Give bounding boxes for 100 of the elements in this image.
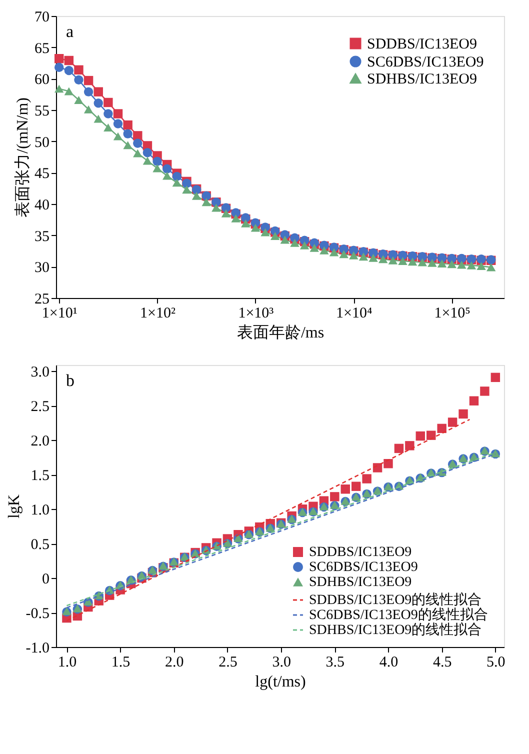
- y-tick-label: 0.5: [30, 537, 50, 554]
- y-tick-label: 70: [34, 10, 50, 26]
- point: [418, 258, 427, 266]
- point: [480, 386, 490, 396]
- point: [394, 444, 404, 454]
- legend-label: SC6DBS/IC13EO9: [367, 54, 484, 70]
- point: [133, 149, 142, 158]
- point: [104, 124, 113, 132]
- point: [152, 164, 162, 172]
- point: [152, 156, 162, 166]
- point: [351, 482, 361, 491]
- x-tick-label: 1×10⁵: [434, 306, 470, 322]
- point: [123, 120, 132, 130]
- point: [54, 84, 64, 93]
- point: [448, 418, 458, 427]
- point: [221, 209, 231, 218]
- point: [358, 252, 368, 261]
- point: [457, 260, 466, 269]
- point: [94, 98, 103, 108]
- x-tick-label: 4.0: [379, 654, 398, 670]
- point: [388, 256, 398, 264]
- point: [476, 262, 486, 270]
- x-tick-label: 2.0: [165, 654, 184, 670]
- point: [368, 254, 378, 262]
- y-tick-label: 2.5: [30, 399, 50, 416]
- y-tick-label: -0.5: [26, 606, 50, 622]
- y-tick-label: 60: [34, 72, 50, 88]
- x-axis-title: lg(t/ms): [255, 674, 306, 690]
- annotation: b: [66, 371, 74, 390]
- y-tick-label: 1.0: [30, 502, 50, 519]
- point: [212, 204, 221, 212]
- y-axis-title: lgK: [6, 494, 23, 518]
- point: [64, 56, 74, 66]
- x-tick-label: 1.5: [111, 654, 130, 670]
- x-tick-label: 1×10¹: [42, 306, 78, 322]
- x-axis-title: 表面年龄/ms: [236, 324, 324, 342]
- legend-label: SDDBS/IC13EO9: [367, 36, 478, 52]
- point: [74, 75, 84, 85]
- point: [405, 441, 414, 450]
- point: [466, 261, 476, 270]
- point: [458, 409, 468, 419]
- point: [162, 164, 172, 174]
- point: [378, 255, 388, 264]
- point: [329, 248, 339, 256]
- point: [428, 258, 437, 267]
- point: [182, 186, 192, 194]
- x-tick-label: 4.5: [432, 654, 452, 670]
- point: [74, 65, 84, 75]
- point: [54, 62, 64, 72]
- point: [94, 114, 103, 123]
- legend-label: SC6DBS/IC13EO9: [309, 560, 418, 575]
- y-tick-label: 0: [42, 572, 50, 588]
- point: [362, 474, 372, 484]
- legend-label: SDDBS/IC13EO9的线性拟合: [309, 592, 482, 608]
- x-tick-label: 3.0: [272, 654, 291, 670]
- point: [426, 430, 436, 440]
- point: [469, 396, 479, 406]
- point: [172, 172, 182, 182]
- point: [64, 66, 74, 76]
- y-tick-label: 25: [34, 292, 50, 308]
- point: [104, 109, 113, 118]
- point: [113, 119, 123, 128]
- annotation: a: [66, 22, 74, 41]
- legend-label: SDDBS/IC13EO9: [309, 545, 412, 560]
- point: [408, 258, 418, 266]
- y-tick-label: 1.5: [30, 468, 50, 484]
- point: [192, 192, 202, 200]
- point: [280, 236, 290, 244]
- point: [300, 241, 310, 250]
- point: [241, 219, 250, 228]
- point: [416, 431, 426, 441]
- legend-label: SDHBS/IC13EO9的线性拟合: [309, 622, 482, 638]
- point: [84, 76, 94, 86]
- point: [84, 87, 94, 96]
- point: [260, 228, 270, 236]
- point: [490, 372, 500, 382]
- point: [320, 246, 329, 254]
- point: [113, 132, 123, 140]
- point: [372, 463, 382, 472]
- x-tick-label: 1.0: [58, 654, 77, 670]
- point: [162, 172, 172, 180]
- point: [486, 263, 496, 272]
- point: [54, 54, 64, 64]
- point: [84, 105, 94, 114]
- x-tick-label: 3.5: [326, 654, 345, 670]
- point: [64, 87, 74, 96]
- x-tick-label: 5.0: [486, 654, 506, 670]
- x-tick-label: 1×10⁴: [336, 306, 372, 322]
- point: [123, 141, 132, 150]
- point: [113, 109, 123, 118]
- point: [398, 257, 408, 266]
- point: [123, 129, 132, 138]
- point: [250, 224, 260, 232]
- y-tick-label: 2.0: [30, 434, 50, 450]
- point: [142, 156, 152, 165]
- y-tick-label: 40: [34, 198, 50, 214]
- y-tick-label: -1.0: [26, 640, 50, 656]
- legend-label: SDHBS/IC13EO9: [309, 575, 412, 590]
- y-tick-label: 65: [34, 40, 50, 57]
- point: [310, 244, 319, 252]
